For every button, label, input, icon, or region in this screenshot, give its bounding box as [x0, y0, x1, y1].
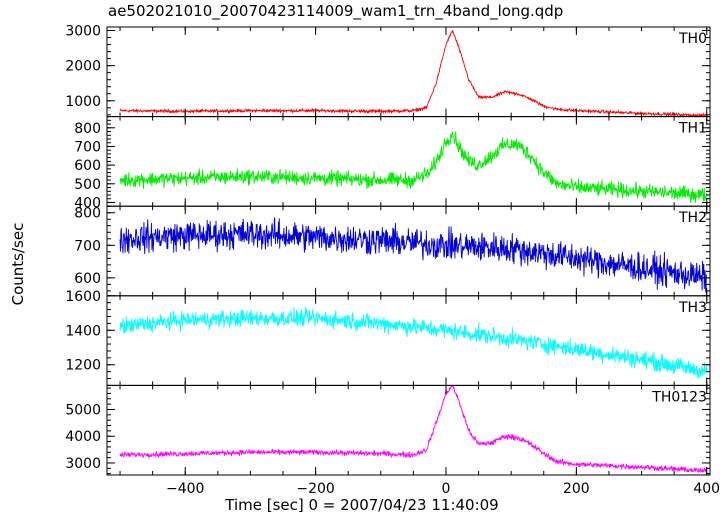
panel-th0: 1000 2000 3000 TH0	[65, 24, 711, 118]
panel-frame	[106, 26, 711, 118]
y-tick-label: 800	[74, 121, 101, 137]
y-tick-label: 1000	[65, 94, 101, 110]
chart-title: ae502021010_20070423114009_wam1_trn_4ban…	[108, 2, 564, 20]
panel-frame	[106, 116, 711, 207]
x-axis-label: Time [sec] 0 = 2007/04/23 11:40:09	[225, 496, 499, 514]
y-tick-label: 700	[74, 139, 101, 155]
x-tick-label: −200	[296, 481, 334, 497]
series-line-th0	[119, 29, 708, 117]
y-tick-label: 400	[74, 195, 101, 211]
y-tick-label: 5000	[65, 402, 101, 418]
y-tick-label: 600	[74, 158, 101, 174]
series-line-th3	[119, 307, 708, 379]
panel-frame	[106, 384, 711, 476]
series-label-th0: TH0	[678, 31, 707, 47]
panel-frame	[106, 205, 711, 297]
y-tick-label: 3000	[65, 24, 101, 40]
y-tick-label: 1200	[65, 358, 101, 374]
x-tick-label: 200	[563, 481, 590, 497]
x-tick-label: 0	[442, 481, 451, 497]
series-line-th0123	[119, 385, 708, 474]
panel-th2: 600 700 800 TH2	[74, 205, 711, 297]
series-label-th0123: TH0123	[651, 389, 707, 405]
panel-th1: 400 500 600 700 800 TH1	[74, 116, 711, 211]
x-tick-label: 400	[693, 481, 720, 497]
series-line-th1	[119, 131, 708, 203]
series-label-th3: TH3	[678, 300, 707, 316]
y-tick-label: 4000	[65, 429, 101, 445]
y-tick-label: 700	[74, 238, 101, 254]
x-tick-label: −400	[166, 481, 204, 497]
series-label-th2: TH2	[678, 210, 707, 226]
series-label-th1: TH1	[678, 121, 707, 137]
panel-frame	[106, 295, 711, 386]
series-line-th2	[119, 217, 707, 293]
y-tick-label: 1400	[65, 323, 101, 339]
y-tick-label: 600	[74, 271, 101, 287]
y-tick-label: 3000	[65, 456, 101, 472]
y-tick-label: 1600	[65, 289, 101, 305]
y-tick-label: 2000	[65, 59, 101, 75]
panel-th0123: 3000 4000 5000 TH0123	[65, 384, 711, 476]
y-tick-label: 500	[74, 177, 101, 193]
y-tick-label: 800	[74, 206, 101, 222]
panel-th3: 1200 1400 1600 TH3	[65, 289, 711, 386]
